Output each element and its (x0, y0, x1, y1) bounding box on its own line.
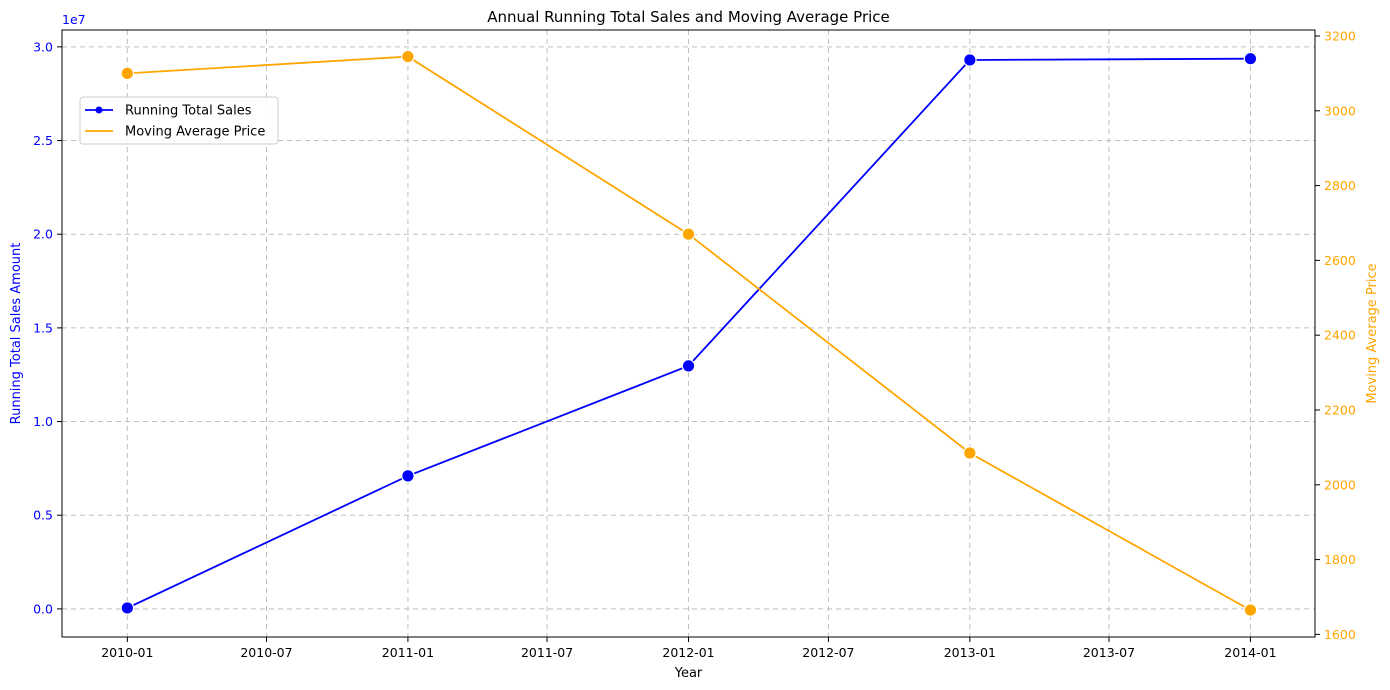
x-tick-label: 2014-01 (1224, 645, 1276, 660)
grid (62, 30, 1315, 637)
legend-moving-average-price-label: Moving Average Price (125, 125, 265, 140)
x-tick-label: 2013-07 (1083, 645, 1135, 660)
left-tick-label: 1.0 (33, 414, 53, 429)
x-tick-label: 2013-01 (944, 645, 996, 660)
right-tick-label: 2800 (1324, 178, 1356, 193)
legend-running-total-sales-label: Running Total Sales (125, 104, 252, 119)
chart-title: Annual Running Total Sales and Moving Av… (487, 8, 890, 26)
x-tick-label: 2011-01 (382, 645, 434, 660)
x-tick-label: 2012-01 (662, 645, 714, 660)
running-total-sales-point (401, 469, 415, 483)
right-tick-label: 2400 (1324, 328, 1356, 343)
running-total-sales-point (963, 53, 977, 67)
legend-box (79, 96, 279, 145)
right-tick-label: 1600 (1324, 627, 1356, 642)
running-total-sales-point (1243, 51, 1258, 66)
moving-average-price-point (1243, 603, 1258, 617)
moving-average-price-point (401, 49, 415, 64)
left-tick-label: 1.5 (33, 320, 53, 335)
x-tick-label: 2012-07 (802, 645, 854, 660)
x-axis-title: Year (674, 666, 703, 681)
x-tick-label: 2010-01 (101, 645, 153, 660)
legend-running-total-sales-marker (95, 106, 103, 114)
right-tick-label: 3000 (1324, 103, 1356, 118)
series-layer (120, 49, 1258, 617)
right-axis-title: Moving Average Price (1365, 263, 1380, 403)
left-tick-label: 3.0 (33, 39, 53, 54)
right-tick-label: 3200 (1324, 28, 1356, 43)
right-tick-label: 2200 (1324, 402, 1356, 417)
right-tick-label: 2000 (1324, 477, 1356, 492)
running-total-sales-point (120, 601, 135, 615)
moving-average-price-point (963, 446, 977, 460)
axes: 2010-01 2010-07 2011-01 2011-07 2012-01 2012-… (33, 28, 1356, 660)
right-tick-label: 2600 (1324, 253, 1356, 268)
moving-average-price-point (681, 227, 696, 242)
left-tick-label: 2.5 (33, 133, 53, 148)
legend: Running Total Sales Moving Average Price (79, 96, 279, 145)
x-tick-label: 2010-07 (240, 645, 292, 660)
right-tick-label: 1800 (1324, 552, 1356, 567)
left-axis-title: Running Total Sales Amount (9, 243, 24, 425)
moving-average-price-point (120, 66, 135, 81)
x-tick-label: 2011-07 (521, 645, 573, 660)
left-tick-label: 0.5 (33, 508, 53, 523)
left-tick-label: 2.0 (33, 227, 53, 242)
left-tick-label: 0.0 (33, 601, 53, 616)
left-axis-offset-label: 1e7 (62, 12, 86, 27)
running-total-sales-point (681, 359, 696, 373)
